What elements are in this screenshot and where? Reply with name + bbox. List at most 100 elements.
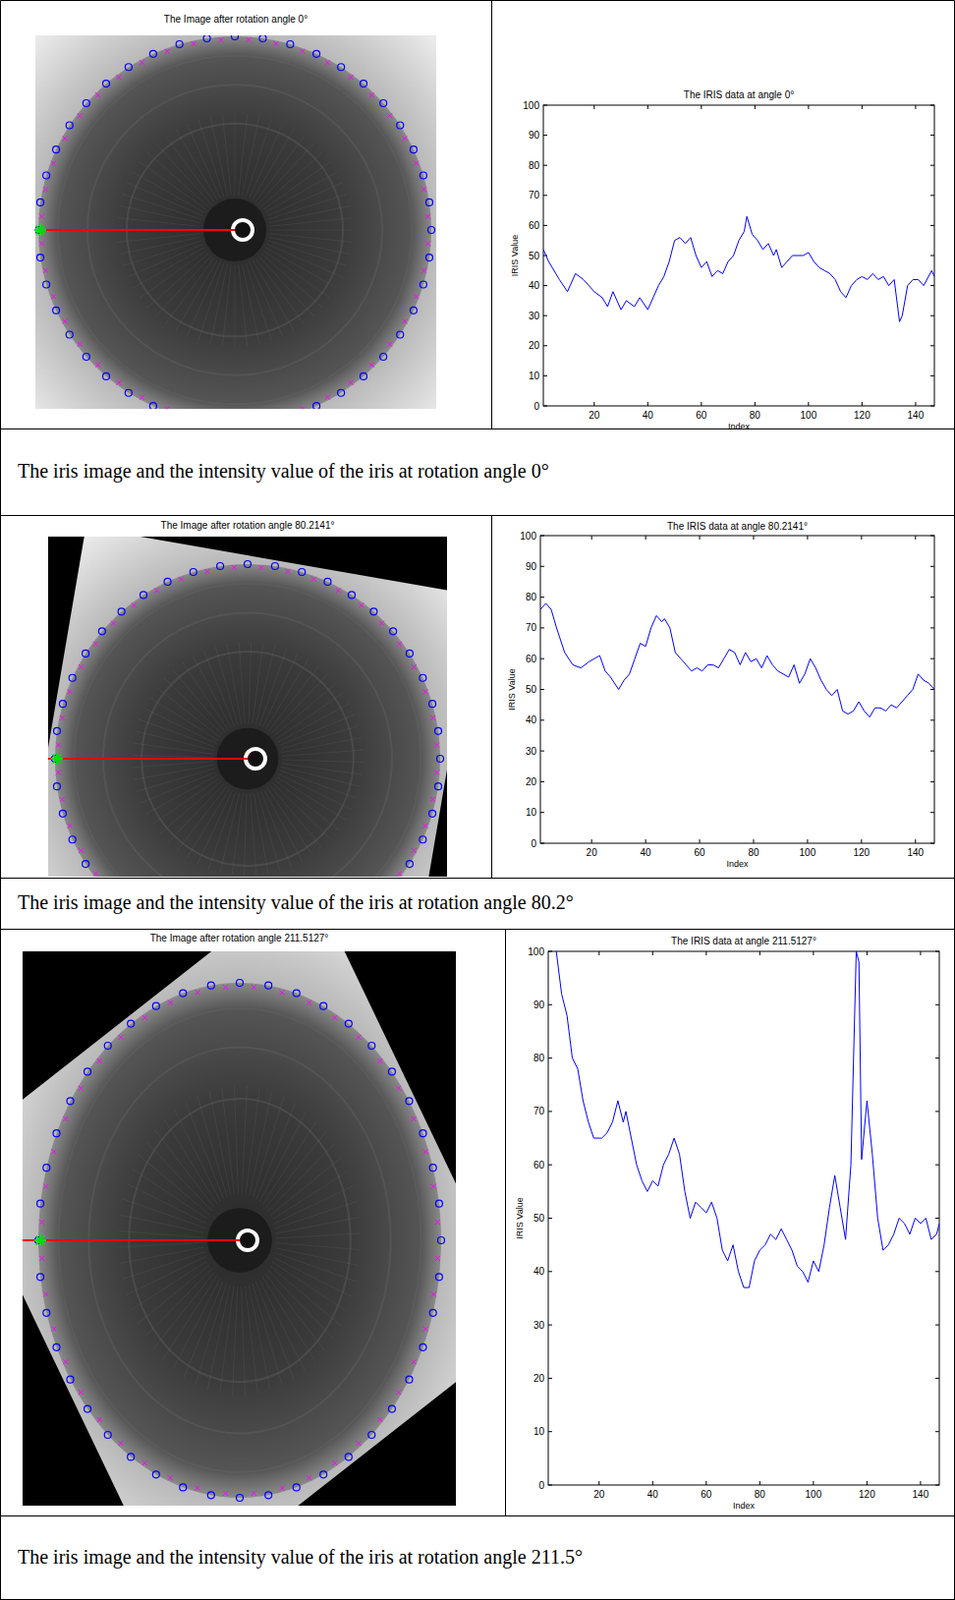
y-tick-label: 80	[525, 591, 538, 603]
boundary-x-marker	[425, 240, 431, 246]
boundary-x-marker	[77, 112, 83, 118]
plot-frame	[540, 535, 935, 843]
boundary-x-marker	[223, 984, 228, 990]
y-tick	[540, 842, 935, 844]
boundary-circle-marker	[405, 649, 413, 657]
iris-streak	[272, 1171, 348, 1220]
boundary-x-marker	[413, 161, 419, 167]
table-border	[954, 0, 955, 1600]
boundary-x-marker	[387, 112, 393, 118]
iris-streak	[252, 1283, 282, 1385]
iris-streak	[131, 1260, 208, 1309]
boundary-circle-marker	[103, 372, 111, 380]
iris-streak	[234, 1085, 239, 1194]
iris-streak	[172, 1278, 220, 1369]
boundary-circle-marker	[344, 1019, 352, 1027]
boundary-circle-marker	[265, 1491, 273, 1499]
iris-streak	[241, 264, 259, 344]
boundary-x-marker	[78, 1085, 84, 1091]
boundary-circle-marker	[84, 1404, 92, 1412]
boundary-circle-marker	[58, 700, 66, 708]
iris-streak	[281, 763, 363, 775]
y-tick	[548, 1377, 940, 1379]
boundary-x-marker	[306, 1000, 312, 1006]
y-tick	[540, 535, 935, 537]
boundary-circle-marker	[66, 1375, 74, 1383]
boundary-circle-marker	[425, 254, 433, 262]
y-tick-label: 0	[533, 400, 540, 412]
iris-streak	[253, 792, 269, 874]
iris-streak	[281, 737, 362, 753]
iris-streak	[185, 1101, 225, 1198]
iris-streak	[238, 642, 245, 725]
iris-streak	[118, 1231, 204, 1238]
iris-streak	[208, 791, 236, 869]
x-tick-label: 120	[852, 846, 870, 858]
boundary-circle-marker	[437, 755, 445, 763]
iris-streak	[278, 703, 349, 742]
boundary-x-marker	[43, 1291, 49, 1296]
boundary-x-marker	[154, 587, 160, 593]
iris-streak	[276, 1242, 361, 1250]
boundary-circle-marker	[435, 783, 443, 790]
iris-streak	[147, 152, 209, 207]
boundary-circle-marker	[82, 649, 90, 657]
boundary-circle-marker	[53, 783, 60, 790]
iris-streak	[138, 1154, 210, 1215]
x-tick	[591, 535, 593, 843]
boundary-circle-marker	[405, 1097, 413, 1105]
iris-streak	[131, 754, 213, 757]
boundary-x-marker	[411, 1358, 417, 1364]
x-axis-label: Index	[726, 858, 749, 869]
boundary-x-marker	[223, 1490, 228, 1496]
boundary-circle-marker	[429, 1308, 437, 1316]
iris-streak	[164, 677, 223, 734]
x-tick-label: 100	[805, 1488, 823, 1500]
iris-streak	[255, 645, 276, 726]
boundary-x-marker	[336, 587, 341, 593]
boundary-circle-marker	[43, 280, 51, 288]
boundary-circle-marker	[65, 331, 73, 338]
x-tick-label: 20	[588, 409, 601, 421]
y-tick	[543, 344, 935, 346]
x-tick	[752, 535, 754, 843]
boundary-x-marker	[111, 620, 116, 626]
table-border	[0, 0, 955, 1]
boundary-x-marker	[369, 92, 375, 98]
y-tick-label: 30	[528, 310, 541, 322]
boundary-circle-marker	[419, 1343, 427, 1350]
y-axis-label: IRIS Value	[514, 1196, 525, 1238]
boundary-circle-marker	[292, 989, 300, 997]
y-tick	[543, 105, 935, 107]
iris-streak	[117, 218, 201, 227]
y-tick-label: 70	[525, 621, 538, 633]
boundary-circle-marker	[368, 1431, 376, 1439]
data-line	[540, 603, 935, 718]
boundary-x-marker	[195, 989, 201, 995]
boundary-circle-marker	[265, 981, 273, 989]
boundary-x-marker	[387, 341, 393, 347]
boundary-x-marker	[142, 1014, 148, 1020]
boundary-x-marker	[59, 796, 65, 802]
y-tick-label: 40	[533, 1265, 546, 1277]
iris-streak	[209, 1090, 231, 1196]
boundary-circle-marker	[152, 1470, 160, 1478]
x-tick-label: 120	[853, 409, 871, 421]
y-tick-label: 70	[528, 189, 541, 201]
iris-streak	[149, 697, 219, 741]
boundary-x-marker	[348, 380, 354, 386]
y-tick-label: 90	[528, 129, 541, 141]
boundary-circle-marker	[429, 1164, 437, 1172]
boundary-circle-marker	[359, 80, 367, 88]
iris-streak	[250, 793, 257, 876]
boundary-circle-marker	[298, 568, 306, 576]
boundary-circle-marker	[53, 1343, 60, 1350]
iris-streak	[272, 783, 331, 840]
boundary-circle-marker	[58, 809, 66, 817]
iris-streak	[238, 113, 248, 195]
x-tick	[652, 951, 654, 1485]
boundary-circle-marker	[103, 80, 111, 88]
boundary-circle-marker	[217, 562, 225, 570]
iris-streak	[156, 255, 212, 316]
boundary-circle-marker	[428, 226, 436, 234]
